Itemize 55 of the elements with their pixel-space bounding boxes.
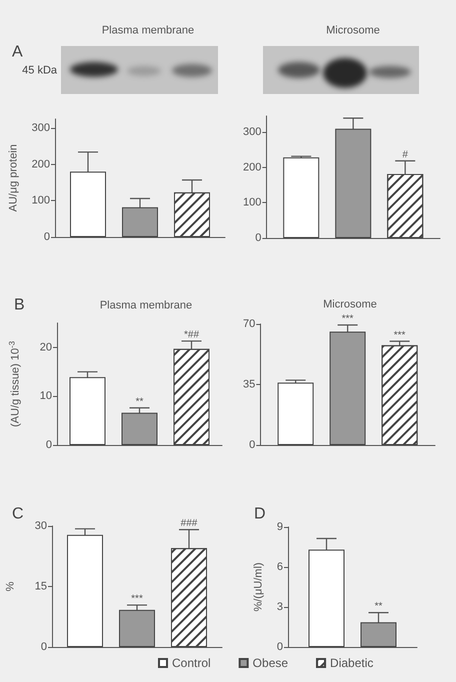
text: B: [14, 296, 25, 314]
y-tick-label: 300: [32, 122, 50, 134]
y-tick-label: 35: [242, 378, 256, 390]
chart-title: Microsome: [323, 298, 377, 310]
y-tick-label: 0: [46, 439, 52, 451]
data-label: ***: [394, 330, 406, 341]
legend-label: Control: [172, 656, 211, 670]
y-tick-label: 10: [40, 390, 52, 402]
y-tick-label: 100: [242, 196, 262, 209]
y-axis-title: %/(μU/ml): [252, 562, 264, 612]
legend-label: Diabetic: [330, 656, 374, 670]
y-tick-label: 0: [255, 232, 262, 244]
data-label: ***: [342, 314, 354, 325]
bar: [119, 610, 155, 647]
y-tick-label: 3: [276, 601, 283, 613]
y-tick-label: 100: [32, 194, 50, 207]
data-label: ###: [180, 518, 198, 530]
y-tick-label: 200: [32, 158, 50, 170]
data-label: ***: [131, 594, 143, 605]
data-label: **: [374, 601, 382, 612]
y-axis-title: %: [4, 581, 16, 592]
bar: [70, 172, 106, 237]
bar: [330, 332, 366, 445]
chart-title: Microsome: [326, 24, 380, 36]
bar: [122, 412, 158, 445]
chart-title: Plasma membrane: [100, 300, 192, 312]
y-axis-title: (AU/g tissue) 10-3: [8, 340, 22, 427]
y-tick-label: 300: [242, 126, 262, 138]
y-tick-label: 0: [40, 641, 47, 653]
bar: [70, 377, 106, 445]
y-axis-title: AU/μg protein: [8, 144, 20, 212]
y-tick-label: 9: [276, 521, 283, 533]
bar: [67, 534, 103, 647]
y-tick-label: 200: [242, 161, 262, 174]
text: 45 kDa: [22, 64, 58, 76]
data-label: *##: [184, 330, 200, 341]
y-tick-label: 0: [276, 641, 283, 653]
legend-label: Obese: [252, 656, 288, 670]
y-tick-label: 0: [44, 231, 50, 243]
y-tick-label: 70: [242, 318, 256, 330]
y-tick-label: 30: [34, 520, 47, 532]
data-label: **: [136, 396, 144, 408]
chart-title: Plasma membrane: [102, 24, 194, 36]
bar: [283, 157, 320, 238]
bar: [278, 382, 314, 445]
bar: [335, 128, 372, 238]
data-label: #: [402, 149, 408, 160]
y-tick-label: 0: [249, 439, 256, 451]
y-tick-label: 15: [34, 580, 47, 592]
text: A: [12, 44, 23, 60]
y-tick-label: 20: [40, 341, 52, 354]
text: D: [254, 506, 266, 522]
text: C: [12, 506, 24, 522]
y-tick-label: 6: [276, 561, 283, 573]
bar: [122, 207, 158, 237]
